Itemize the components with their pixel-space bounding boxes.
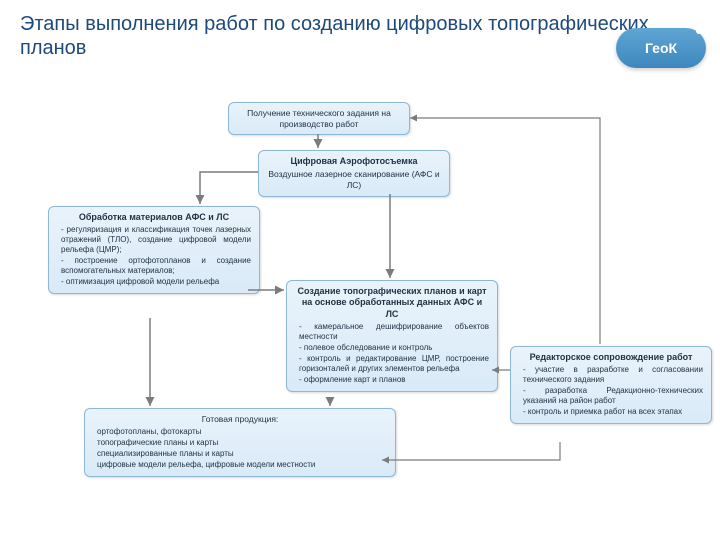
list-item: топографические планы и карты: [97, 438, 387, 448]
list-item: специализированные планы и карты: [97, 449, 387, 459]
list-item: - контроль и редактирование ЦМР, построе…: [299, 354, 489, 374]
list-item: - контроль и приемка работ на всех этапа…: [523, 407, 703, 417]
node-header: Редакторское сопровождение работ: [519, 352, 703, 363]
logo: ГеоК: [616, 28, 706, 68]
node-aerial-survey: Цифровая Аэрофотосъемка Воздушное лазерн…: [258, 150, 450, 197]
list-item: - участие в разработке и согласовании те…: [523, 365, 703, 385]
list-item: - построение ортофотопланов и создание в…: [61, 256, 251, 276]
list-item: - оптимизация цифровой модели рельефа: [61, 277, 251, 287]
node-task-receipt: Получение технического задания на произв…: [228, 102, 410, 135]
node-processing: Обработка материалов АФС и ЛС - регуляри…: [48, 206, 260, 294]
node-output: Готовая продукция: ортофотопланы, фотока…: [84, 408, 396, 477]
node-header: Обработка материалов АФС и ЛС: [57, 212, 251, 223]
list-item: цифровые модели рельефа, цифровые модели…: [97, 460, 387, 470]
list-item: - полевое обследование и контроль: [299, 343, 489, 353]
list-item: ортофотопланы, фотокарты: [97, 427, 387, 437]
node-header: Готовая продукция:: [93, 414, 387, 425]
satellite-icon: [688, 22, 710, 40]
list-item: - оформление карт и планов: [299, 375, 489, 385]
node-map-creation: Создание топографических планов и карт н…: [286, 280, 498, 392]
list-item: - камеральное дешифрирование объектов ме…: [299, 322, 489, 342]
list-item: - регуляризация и классификация точек ла…: [61, 225, 251, 255]
node-editorial: Редакторское сопровождение работ - участ…: [510, 346, 712, 424]
logo-text: ГеоК: [645, 40, 677, 56]
node-header: Получение технического задания на произв…: [237, 108, 401, 129]
list-item: - разработка Редакционно-технических ука…: [523, 386, 703, 406]
node-header: Цифровая Аэрофотосъемка: [267, 156, 441, 167]
page-title: Этапы выполнения работ по созданию цифро…: [0, 0, 720, 66]
node-sub: Воздушное лазерное сканирование (АФС и Л…: [267, 169, 441, 190]
node-header: Создание топографических планов и карт н…: [295, 286, 489, 320]
